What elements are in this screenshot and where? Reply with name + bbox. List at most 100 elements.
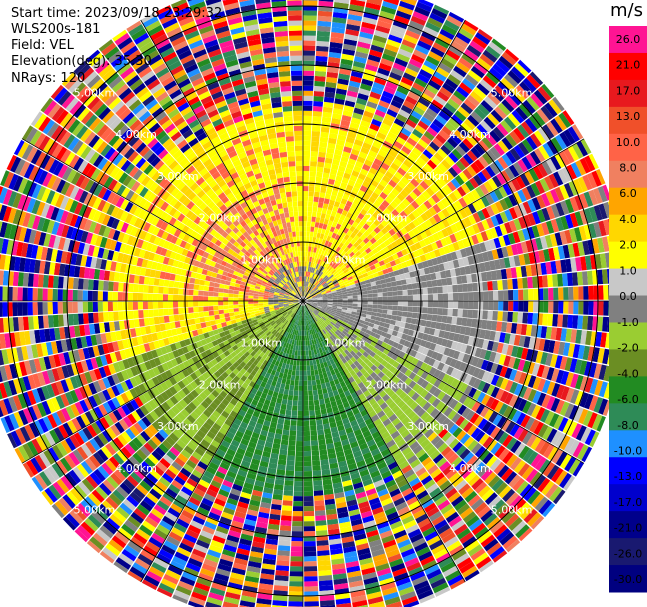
velocity-gate [343, 234, 350, 241]
velocity-gate [375, 153, 385, 162]
velocity-gate [366, 154, 376, 163]
velocity-gate [363, 11, 379, 20]
velocity-gate [289, 571, 303, 577]
velocity-gate [372, 258, 379, 265]
velocity-gate [309, 236, 313, 242]
velocity-gate [338, 236, 344, 243]
velocity-gate [497, 156, 509, 170]
velocity-gate [384, 113, 396, 123]
velocity-gate [501, 153, 513, 167]
velocity-gate [461, 275, 468, 284]
velocity-gate [388, 104, 400, 114]
velocity-gate [279, 525, 292, 532]
velocity-gate [444, 78, 459, 90]
velocity-gate [421, 64, 435, 75]
velocity-gate [375, 72, 389, 81]
velocity-gate [307, 385, 313, 391]
velocity-gate [380, 58, 394, 67]
velocity-gate [340, 58, 353, 66]
velocity-gate [331, 269, 337, 275]
velocity-gate [458, 27, 474, 40]
velocity-gate [371, 118, 382, 127]
velocity-gate [343, 172, 351, 180]
velocity-gate [317, 202, 324, 208]
velocity-gate [308, 350, 312, 356]
velocity-gate [376, 183, 385, 192]
velocity-gate [394, 57, 408, 68]
velocity-gate [347, 295, 353, 299]
velocity-gate [373, 114, 384, 123]
velocity-gate [316, 530, 328, 536]
velocity-gate [318, 238, 323, 244]
velocity-gate [368, 96, 380, 105]
velocity-gate [417, 40, 432, 51]
velocity-gate [432, 286, 438, 294]
velocity-gate [306, 294, 311, 299]
velocity-gate [568, 286, 574, 300]
velocity-gate [447, 308, 453, 317]
velocity-gate [362, 204, 371, 212]
velocity-gate [469, 177, 479, 189]
velocity-gate [338, 203, 346, 210]
velocity-gate [310, 156, 318, 162]
velocity-gate [384, 135, 395, 145]
velocity-gate [341, 177, 350, 184]
velocity-gate [306, 276, 309, 282]
velocity-gate [373, 175, 382, 184]
velocity-gate [447, 293, 454, 301]
velocity-gate [303, 196, 309, 202]
velocity-gate [370, 44, 384, 53]
velocity-gate [371, 248, 379, 255]
velocity-gate [342, 303, 348, 306]
velocity-gate [382, 246, 390, 254]
velocity-gate [298, 385, 303, 391]
velocity-gate [401, 284, 408, 291]
velocity-gate [297, 400, 303, 406]
velocity-gate [400, 189, 409, 198]
velocity-gate [290, 566, 303, 572]
velocity-gate [319, 398, 325, 405]
velocity-gate [328, 178, 335, 185]
velocity-gate [314, 85, 325, 92]
velocity-gate [358, 88, 371, 96]
velocity-gate [407, 203, 416, 213]
velocity-gate [434, 37, 450, 49]
velocity-gate [406, 182, 416, 191]
velocity-gate [361, 216, 369, 223]
velocity-gate [322, 106, 333, 113]
velocity-gate [325, 152, 334, 159]
velocity-gate [323, 167, 331, 174]
velocity-gate [332, 279, 338, 284]
velocity-gate [461, 317, 468, 327]
velocity-gate [313, 364, 318, 370]
velocity-gate [522, 99, 536, 114]
velocity-gate [478, 291, 484, 301]
velocity-gate [426, 126, 438, 137]
velocity-gate [317, 227, 323, 234]
velocity-gate [385, 43, 399, 53]
velocity-gate [310, 251, 314, 258]
velocity-gate [588, 301, 594, 315]
velocity-gate [315, 248, 320, 254]
velocity-gate [291, 370, 296, 376]
velocity-gate [303, 80, 314, 86]
velocity-gate [366, 233, 374, 241]
velocity-gate [308, 186, 315, 192]
velocity-gate [338, 73, 350, 81]
velocity-gate [307, 287, 310, 293]
velocity-gate [504, 95, 519, 109]
velocity-gate [279, 408, 286, 415]
velocity-gate [367, 297, 373, 301]
velocity-gate [402, 198, 411, 207]
velocity-gate [529, 71, 544, 86]
velocity-gate [408, 212, 416, 222]
velocity-gate [308, 405, 315, 411]
velocity-gate [299, 370, 303, 376]
velocity-gate [504, 116, 517, 130]
velocity-gate [305, 335, 308, 341]
velocity-gate [558, 287, 564, 300]
velocity-gate [303, 450, 312, 457]
velocity-gate [462, 78, 476, 91]
velocity-gate [451, 276, 458, 285]
velocity-gate [313, 106, 323, 112]
